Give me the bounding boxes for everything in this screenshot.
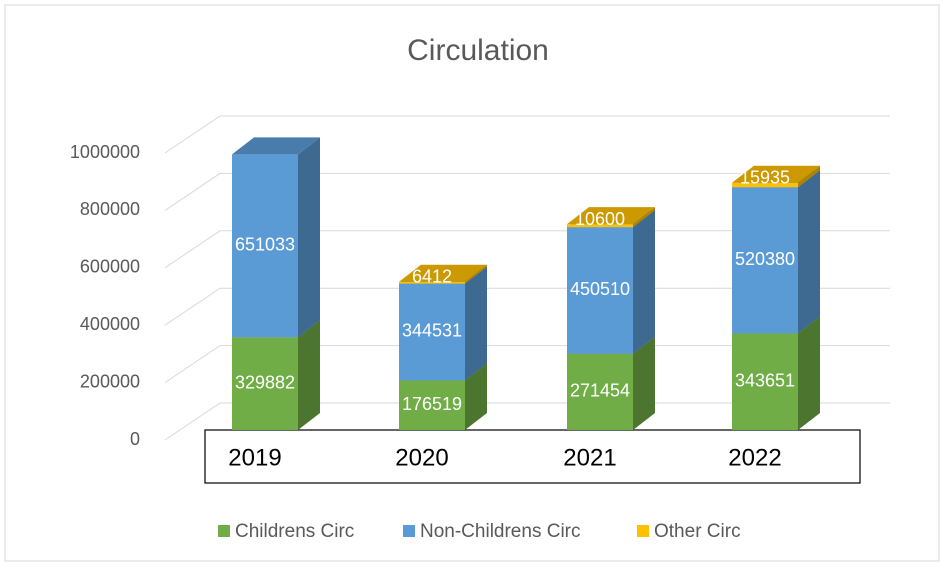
bar-side — [798, 316, 820, 430]
bar-top — [567, 207, 655, 225]
y-tick-label: 0 — [130, 429, 140, 449]
y-tick-label: 800000 — [80, 199, 140, 219]
grid-line — [164, 345, 890, 384]
bar-top — [232, 137, 320, 155]
bar-side — [465, 363, 487, 430]
bar-segment — [399, 283, 465, 381]
x-tick-label: 2020 — [395, 444, 448, 471]
legend-swatch — [218, 525, 230, 537]
data-label: 271454 — [570, 381, 630, 401]
bar-side — [465, 266, 487, 381]
bar-top — [399, 264, 487, 282]
data-label: 15935 — [740, 167, 790, 187]
bar-side — [465, 264, 487, 284]
grid-line — [164, 115, 890, 154]
bar-side — [633, 207, 655, 228]
legend-label: Childrens Circ — [235, 521, 354, 542]
legend-swatch — [637, 525, 649, 537]
bar-side — [633, 210, 655, 354]
grid-line — [164, 230, 890, 269]
y-tick-label: 600000 — [80, 257, 140, 277]
category-axis-box — [204, 429, 861, 484]
bar-segment — [732, 187, 798, 334]
bar-segment — [567, 353, 633, 430]
grid-line — [164, 402, 890, 441]
y-tick-label: 200000 — [80, 371, 140, 391]
bar-segment — [567, 227, 633, 354]
y-tick-label: 400000 — [80, 314, 140, 334]
bar-segment — [399, 380, 465, 430]
data-label: 344531 — [402, 321, 462, 341]
x-tick-label: 2019 — [228, 444, 281, 471]
legend-label: Non-Childrens Circ — [420, 521, 581, 542]
x-tick-label: 2021 — [563, 444, 616, 471]
grid-line — [164, 287, 890, 326]
bar-top — [732, 165, 820, 183]
x-tick-label: 2022 — [728, 444, 781, 471]
bar-side — [798, 170, 820, 334]
data-label: 520380 — [735, 249, 795, 269]
bar-side — [633, 336, 655, 430]
bar-segment — [232, 337, 298, 430]
y-tick-label: 1000000 — [70, 142, 140, 162]
bar-segment — [732, 182, 798, 188]
legend-swatch — [403, 525, 415, 537]
data-label: 176519 — [402, 394, 462, 414]
bar-side — [298, 137, 320, 338]
data-label: 343651 — [735, 370, 795, 390]
bar-side — [298, 320, 320, 430]
chart-title: Circulation — [407, 34, 549, 67]
data-label: 10600 — [575, 209, 625, 229]
data-label: 450510 — [570, 279, 630, 299]
bar-segment — [232, 154, 298, 338]
bar-segment — [399, 281, 465, 284]
grid-line — [164, 172, 890, 211]
bar-side — [798, 165, 820, 188]
data-label: 651033 — [235, 235, 295, 255]
bar-segment — [567, 224, 633, 228]
data-label: 329882 — [235, 372, 295, 392]
data-label: 6412 — [412, 267, 452, 287]
legend-label: Other Circ — [654, 521, 741, 542]
bar-segment — [732, 333, 798, 430]
